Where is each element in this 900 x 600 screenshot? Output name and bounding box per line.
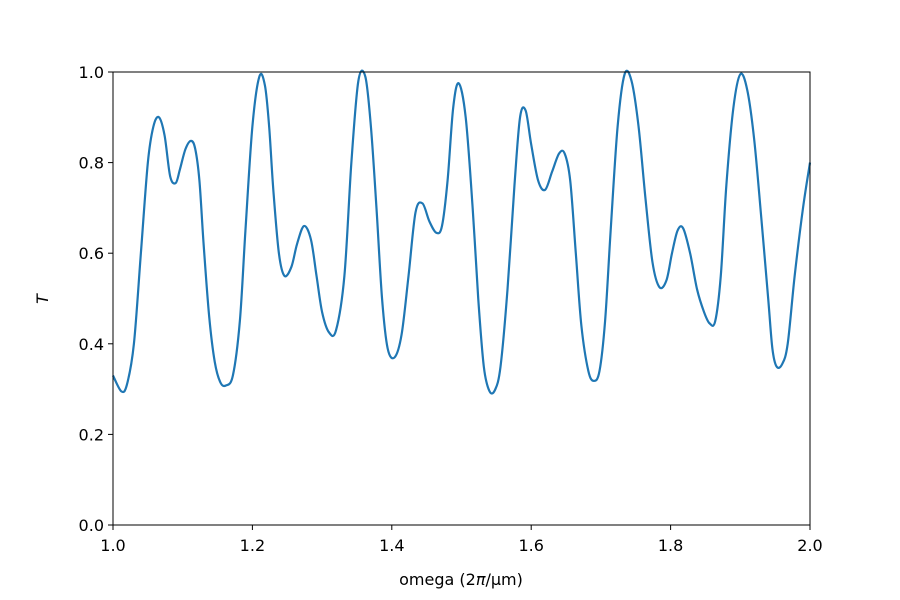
- x-tick-label: 1.4: [379, 536, 404, 555]
- x-axis-ticks: 1.0 1.2 1.4 1.6 1.8 2.0: [100, 525, 823, 555]
- x-tick-label: 1.6: [518, 536, 543, 555]
- y-tick-label: 0.0: [79, 516, 104, 535]
- y-tick-label: 0.8: [79, 154, 104, 173]
- x-tick-label: 1.8: [658, 536, 683, 555]
- series-line: [112, 69, 812, 395]
- y-axis-ticks: 0.0 0.2 0.4 0.6 0.8 1.0: [79, 63, 113, 535]
- plot-area: 1.0 1.2 1.4 1.6 1.8 2.0 0.0 0.2 0.4 0.6 0.8 1.0: [79, 63, 823, 555]
- y-tick-label: 1.0: [79, 63, 104, 82]
- x-tick-label: 2.0: [797, 536, 822, 555]
- y-tick-label: 0.6: [79, 244, 104, 263]
- x-axis-label-pi: π: [476, 570, 486, 589]
- y-tick-label: 0.2: [79, 425, 104, 444]
- y-tick-label: 0.4: [79, 335, 104, 354]
- y-axis-label: T: [33, 293, 52, 304]
- x-tick-label: 1.2: [240, 536, 265, 555]
- axes-frame: [112, 71, 811, 526]
- x-tick-label: 1.0: [100, 536, 125, 555]
- x-axis-label: omega (2π/μm): [399, 570, 523, 589]
